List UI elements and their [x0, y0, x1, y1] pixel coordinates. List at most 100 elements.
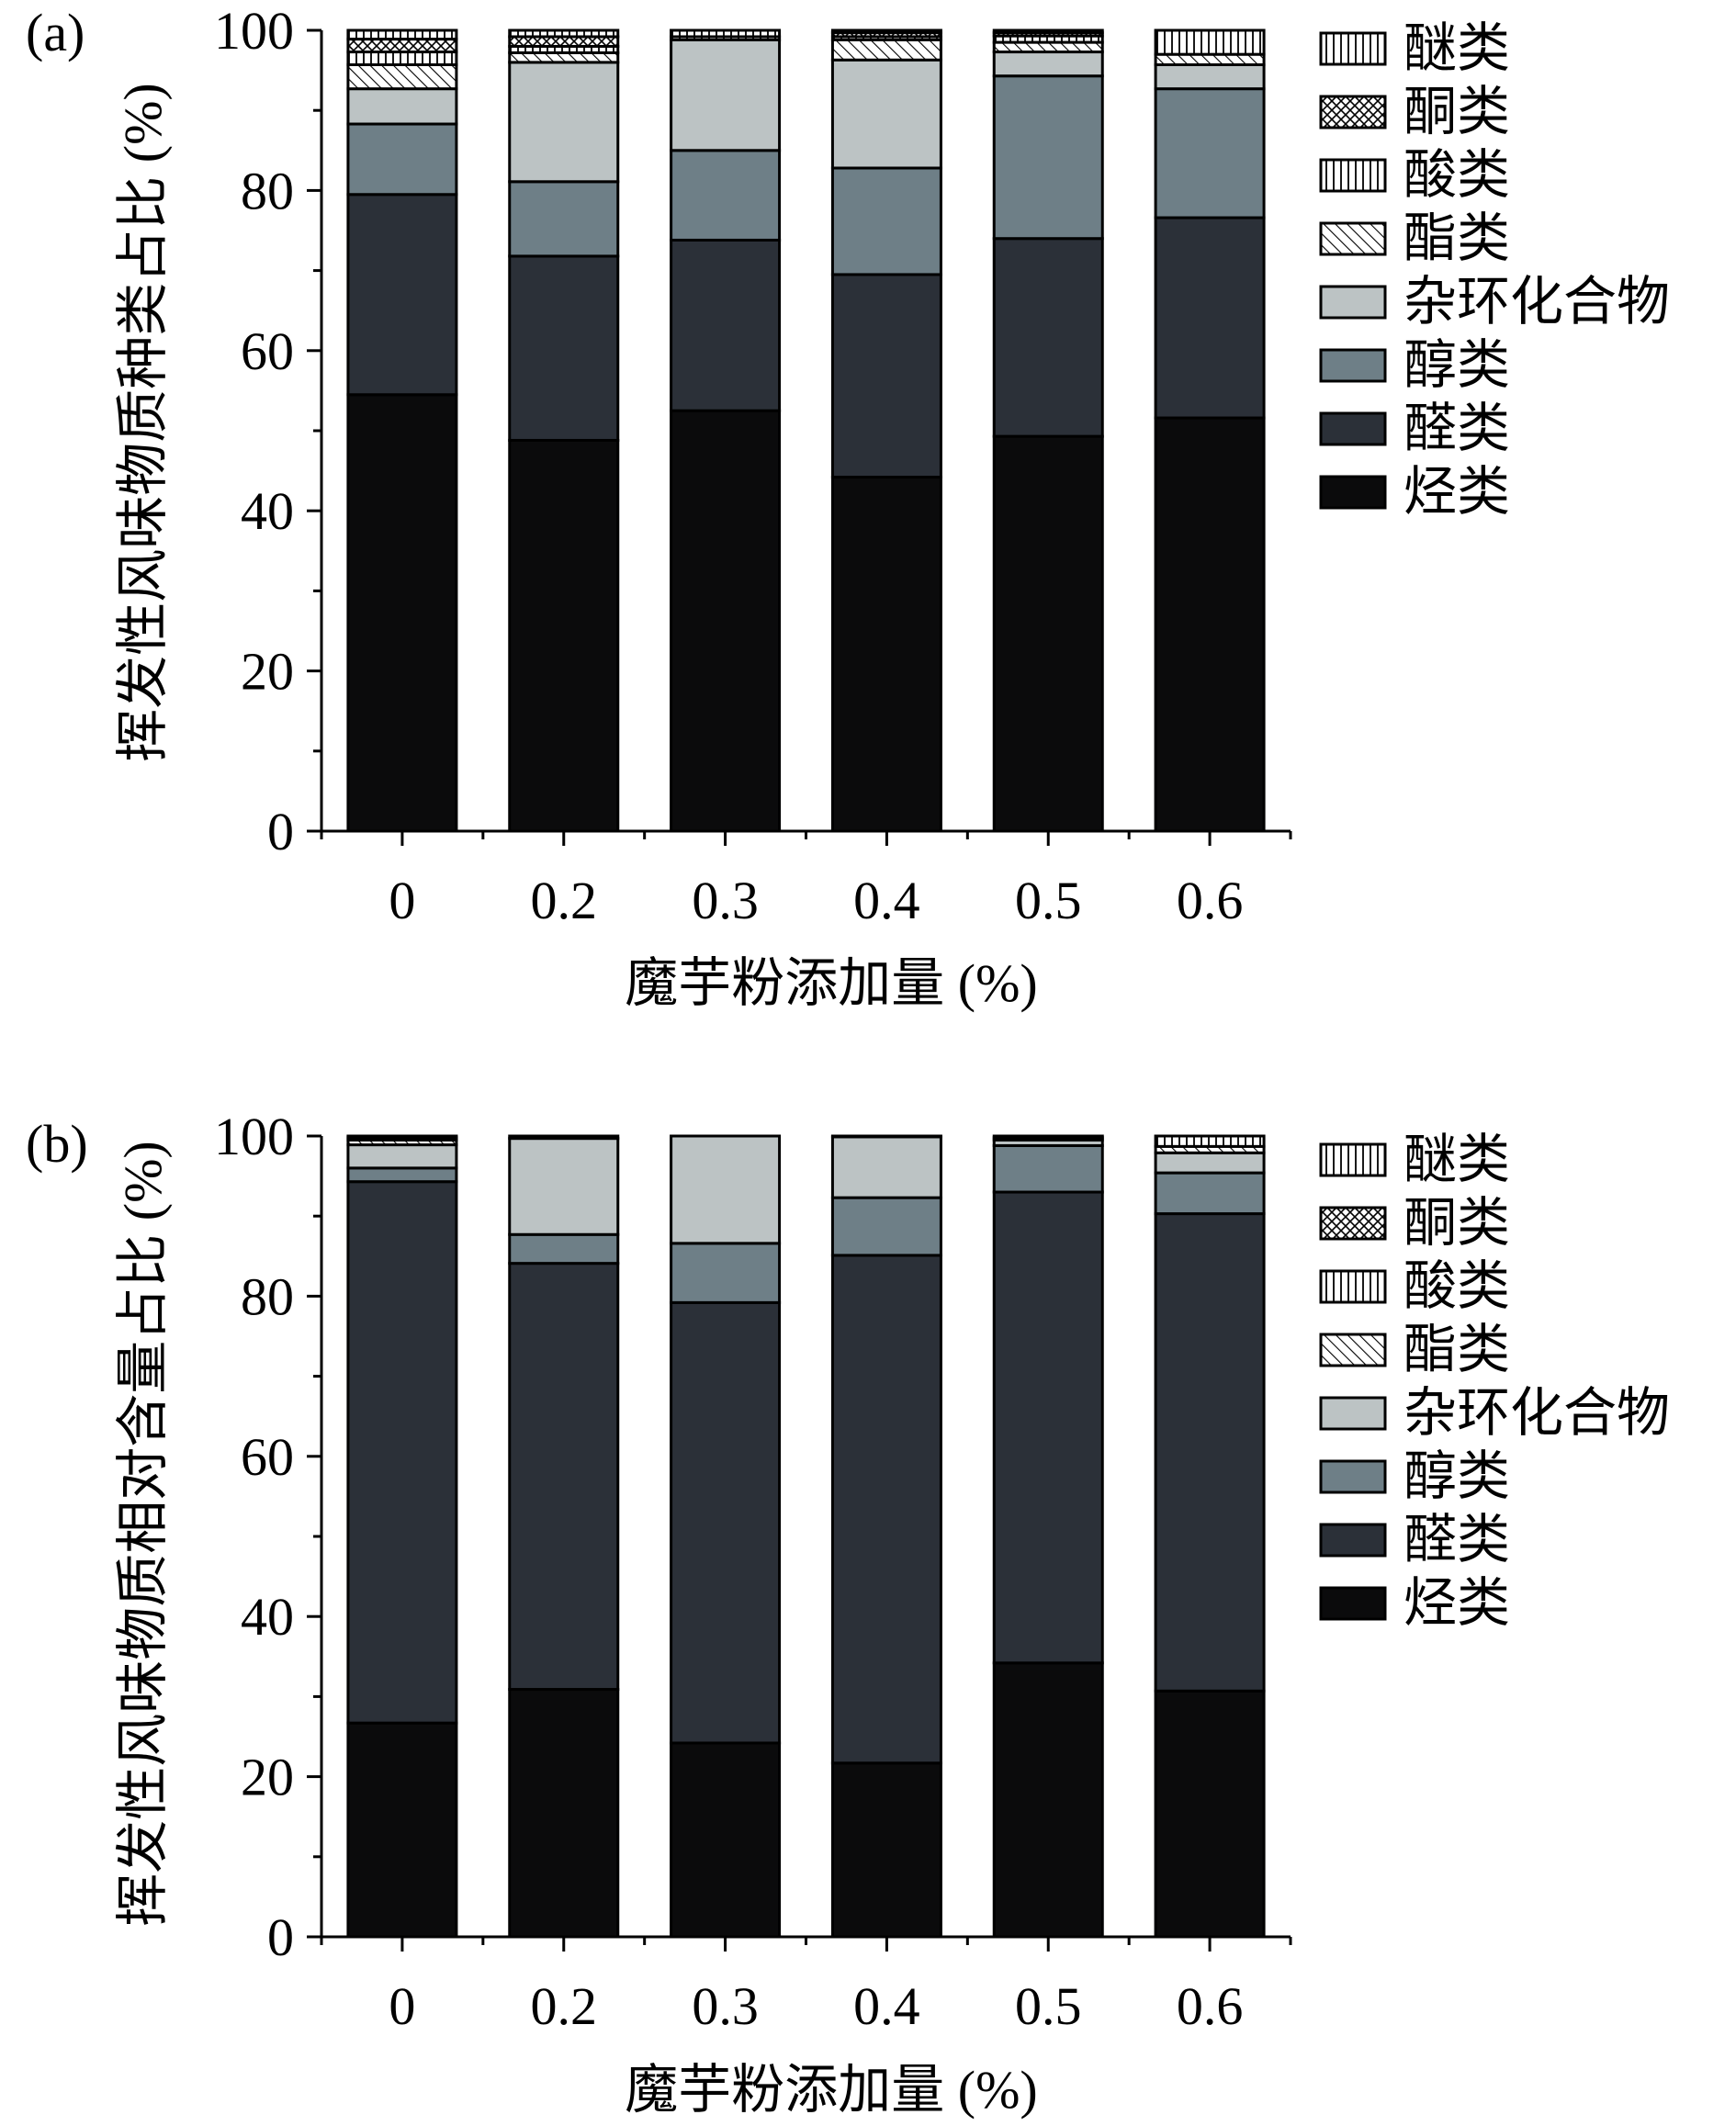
panel-a-chart: (a) 挥发性风味物质种类占比 (%) 魔芋粉添加量 (%) 0 20 40 60 80… — [26, 1, 1670, 1013]
x-tick-label: 0.4 — [853, 1976, 920, 2036]
bar-series-7-cat-0 — [346, 1134, 458, 1140]
legend-swatch — [1319, 221, 1387, 256]
legend-swatch — [1319, 1333, 1387, 1367]
y-tick-label: 0 — [267, 1907, 294, 1967]
legend-label: 酮类 — [1403, 82, 1510, 141]
panel-b-label: (b) — [26, 1114, 88, 1174]
legend-swatch — [1319, 31, 1387, 66]
y-tick-label: 100 — [214, 1, 294, 61]
panel-b-y-axis-title: 挥发性风味物质相对含量占比 (%) — [113, 1141, 173, 1926]
bar-series-4-cat-5 — [1154, 52, 1266, 66]
y-tick-label: 20 — [241, 642, 294, 702]
bar-series-0-cat-3 — [830, 1761, 942, 1939]
bar-series-3-cat-2 — [670, 1134, 782, 1245]
bar-series-0-cat-4 — [992, 434, 1104, 833]
panel-b-chart: (b) 挥发性风味物质相对含量占比 (%) 魔芋粉添加量 (%) 0 20 40 60… — [26, 1107, 1670, 2120]
bar-series-2-cat-5 — [1154, 87, 1266, 219]
bar-series-3-cat-4 — [992, 51, 1104, 78]
legend-swatch — [1319, 285, 1387, 320]
bar-series-5-cat-0 — [346, 51, 458, 66]
y-tick-label: 60 — [241, 1427, 294, 1487]
bar-series-7-cat-3 — [830, 28, 942, 35]
bar-series-7-cat-3 — [830, 1134, 942, 1139]
legend-swatch — [1319, 1459, 1387, 1494]
x-tick-label: 0.6 — [1177, 871, 1244, 930]
bar-series-1-cat-3 — [830, 1254, 942, 1765]
panel-a-x-axis-title: 魔芋粉添加量 (%) — [625, 953, 1037, 1013]
legend-swatch — [1319, 1523, 1387, 1558]
x-tick-label: 0.3 — [692, 871, 759, 930]
bar-series-7-cat-5 — [1154, 28, 1266, 56]
bar-series-3-cat-1 — [508, 1137, 620, 1236]
bar-series-2-cat-3 — [830, 1196, 942, 1257]
bar-series-1-cat-1 — [508, 1262, 620, 1692]
bar-series-0-cat-4 — [992, 1661, 1104, 1939]
x-tick-label: 0.4 — [853, 871, 920, 930]
legend-swatch — [1319, 1142, 1387, 1177]
legend-label: 醇类 — [1403, 1446, 1510, 1506]
legend-swatch — [1319, 348, 1387, 383]
bar-series-1-cat-1 — [508, 254, 620, 442]
bar-series-2-cat-0 — [346, 1166, 458, 1184]
panel-b-axes: 0 20 40 60 80 100 0 0.2 0.3 0.4 0.5 0.6 — [214, 1107, 1292, 2036]
legend-swatch — [1319, 475, 1387, 510]
bar-series-7-cat-5 — [1154, 1134, 1266, 1148]
bar-series-2-cat-4 — [992, 74, 1104, 241]
legend-label: 酮类 — [1403, 1193, 1510, 1253]
bar-series-1-cat-2 — [670, 1300, 782, 1745]
bar-series-2-cat-1 — [508, 1232, 620, 1265]
panel-a-y-axis-title: 挥发性风味物质种类占比 (%) — [113, 83, 173, 761]
panel-a-bars — [346, 28, 1266, 833]
bar-series-3-cat-5 — [1154, 62, 1266, 91]
bar-series-3-cat-3 — [830, 1135, 942, 1199]
legend-label: 酸类 — [1403, 1256, 1510, 1316]
y-tick-label: 40 — [241, 481, 294, 541]
legend-label: 醇类 — [1403, 335, 1510, 395]
bar-series-7-cat-4 — [992, 28, 1104, 35]
bar-series-2-cat-2 — [670, 149, 782, 242]
legend-label: 杂环化合物 — [1403, 272, 1670, 332]
legend-label: 杂环化合物 — [1403, 1383, 1670, 1443]
bar-series-4-cat-4 — [992, 40, 1104, 54]
legend-label: 醚类 — [1403, 18, 1510, 78]
bar-series-3-cat-0 — [346, 1143, 458, 1170]
panel-a-label: (a) — [26, 3, 85, 62]
x-tick-label: 0.6 — [1177, 1976, 1244, 2036]
legend-swatch — [1319, 158, 1387, 193]
y-tick-label: 60 — [241, 321, 294, 381]
bar-series-2-cat-5 — [1154, 1171, 1266, 1216]
x-tick-label: 0.2 — [531, 1976, 598, 2036]
bar-series-3-cat-0 — [346, 87, 458, 126]
bar-series-7-cat-1 — [508, 28, 620, 39]
legend-swatch — [1319, 95, 1387, 129]
legend-label: 酸类 — [1403, 145, 1510, 205]
bar-series-7-cat-1 — [508, 1134, 620, 1141]
x-tick-label: 0.2 — [531, 871, 598, 930]
legend-swatch — [1319, 1206, 1387, 1241]
bar-series-0-cat-1 — [508, 1688, 620, 1939]
bar-series-2-cat-3 — [830, 166, 942, 276]
bar-series-0-cat-2 — [670, 409, 782, 833]
legend-label: 酯类 — [1403, 208, 1510, 268]
panel-b-bars — [346, 1134, 1266, 1939]
bar-series-4-cat-0 — [346, 62, 458, 91]
legend-swatch — [1319, 1396, 1387, 1431]
legend-label: 烃类 — [1403, 462, 1510, 522]
bar-series-1-cat-0 — [346, 1180, 458, 1725]
y-tick-label: 100 — [214, 1107, 294, 1166]
x-tick-label: 0 — [389, 871, 415, 930]
bar-series-1-cat-5 — [1154, 216, 1266, 420]
bar-series-1-cat-4 — [992, 237, 1104, 438]
bar-series-3-cat-1 — [508, 61, 620, 184]
bar-series-0-cat-1 — [508, 438, 620, 833]
bar-series-0-cat-3 — [830, 476, 942, 833]
y-tick-label: 40 — [241, 1587, 294, 1647]
bar-series-0-cat-2 — [670, 1741, 782, 1939]
legend-label: 酯类 — [1403, 1320, 1510, 1379]
x-tick-label: 0.5 — [1015, 1976, 1082, 2036]
panel-a-axes: 0 20 40 60 80 100 0 0.2 0.3 0.4 0.5 0.6 — [214, 1, 1292, 930]
bar-series-1-cat-2 — [670, 238, 782, 412]
bar-series-0-cat-0 — [346, 393, 458, 833]
bar-series-6-cat-1 — [508, 35, 620, 48]
